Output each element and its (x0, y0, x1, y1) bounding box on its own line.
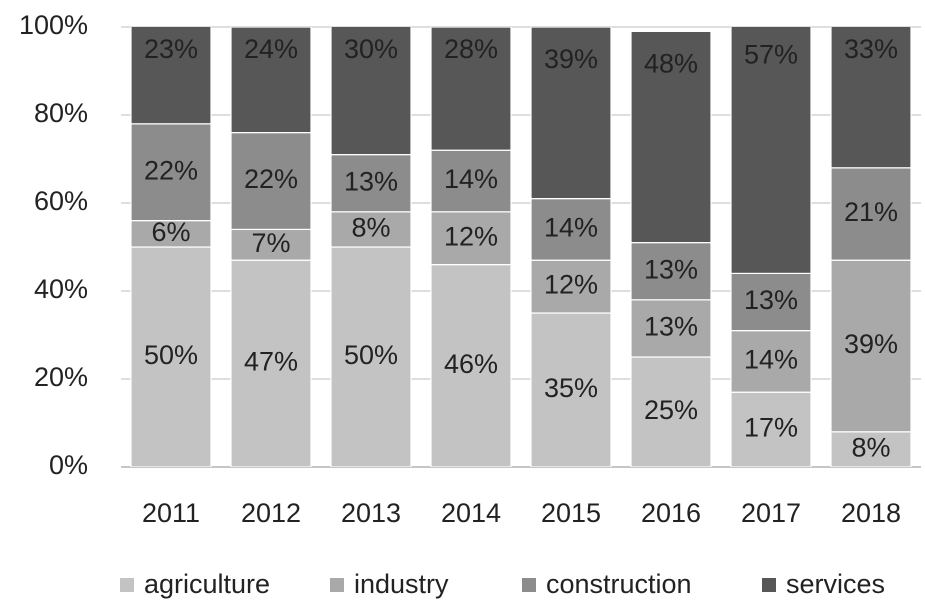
y-tick-label: 80% (34, 98, 88, 128)
bar-segment (230, 132, 312, 231)
bar-segment (830, 431, 912, 467)
data-label: 14% (744, 345, 798, 375)
legend-label: services (786, 569, 885, 599)
data-label: 33% (844, 34, 898, 64)
legend-swatch (330, 578, 344, 592)
data-label: 13% (344, 166, 398, 196)
bar-segment (330, 211, 412, 248)
x-tick-label: 2017 (741, 498, 801, 528)
data-label: 30% (344, 34, 398, 64)
data-label: 28% (444, 34, 498, 64)
bar-segment (130, 246, 212, 467)
bar-segment (730, 391, 812, 467)
data-label: 22% (244, 164, 298, 194)
bar-segment (630, 30, 712, 244)
data-label: 22% (144, 155, 198, 185)
data-label: 50% (344, 340, 398, 370)
data-label: 13% (644, 254, 698, 284)
bar-segment (130, 123, 212, 222)
bars (130, 27, 912, 467)
bar-segment (730, 330, 812, 393)
data-label: 35% (544, 373, 598, 403)
bar-segment (430, 149, 512, 213)
data-label: 23% (144, 34, 198, 64)
data-label: 50% (144, 340, 198, 370)
bar-segment (430, 264, 512, 467)
data-label: 8% (351, 213, 390, 243)
data-label: 12% (544, 270, 598, 300)
y-tick-label: 40% (34, 274, 88, 304)
data-label: 8% (851, 433, 890, 463)
data-label: 48% (644, 49, 698, 79)
legend-label: construction (546, 569, 692, 599)
data-label: 24% (244, 34, 298, 64)
x-tick-label: 2016 (641, 498, 701, 528)
data-label: 39% (544, 44, 598, 74)
bar-segment (330, 27, 412, 156)
x-tick-label: 2012 (241, 498, 301, 528)
x-tick-label: 2013 (341, 498, 401, 528)
data-label: 7% (251, 228, 290, 258)
bar-segment (330, 246, 412, 467)
data-label: 6% (151, 217, 190, 247)
bar-segment (630, 242, 712, 301)
y-tick-label: 20% (34, 362, 88, 392)
bar-segment (230, 228, 312, 261)
data-label: 14% (544, 213, 598, 243)
legend-label: agriculture (144, 569, 270, 599)
bar-segment (330, 154, 412, 213)
bar-segment (430, 27, 512, 151)
y-tick-label: 0% (49, 450, 88, 480)
data-label: 13% (644, 312, 698, 342)
bar-segment (230, 259, 312, 467)
data-label: 39% (844, 329, 898, 359)
bar-segment (130, 220, 212, 248)
data-label: 25% (644, 395, 698, 425)
bar-segment (730, 27, 812, 275)
bar-segment (830, 27, 912, 169)
x-tick-label: 2018 (841, 498, 901, 528)
bar-segment (130, 27, 212, 125)
legend-swatch (120, 578, 134, 592)
x-tick-label: 2014 (441, 498, 501, 528)
y-tick-label: 100% (19, 10, 88, 40)
y-tick-label: 60% (34, 186, 88, 216)
bar-segment (630, 356, 712, 467)
bar-segment (230, 27, 312, 134)
bar-segment (830, 259, 912, 433)
x-tick-label: 2011 (142, 498, 200, 528)
data-label: 14% (444, 164, 498, 194)
bar-segment (530, 312, 612, 467)
legend-swatch (522, 578, 536, 592)
data-label: 17% (744, 413, 798, 443)
data-label: 46% (444, 349, 498, 379)
bar-segment (530, 198, 612, 261)
data-label: 13% (744, 285, 798, 315)
legend-label: industry (354, 569, 449, 599)
data-label: 21% (844, 197, 898, 227)
data-label: 47% (244, 347, 298, 377)
data-label: 57% (744, 40, 798, 70)
bar-segment (530, 259, 612, 314)
x-tick-label: 2015 (541, 498, 601, 528)
bar-segment (830, 167, 912, 261)
bar-segment (530, 27, 612, 200)
legend-swatch (762, 578, 776, 592)
data-label: 12% (444, 221, 498, 251)
